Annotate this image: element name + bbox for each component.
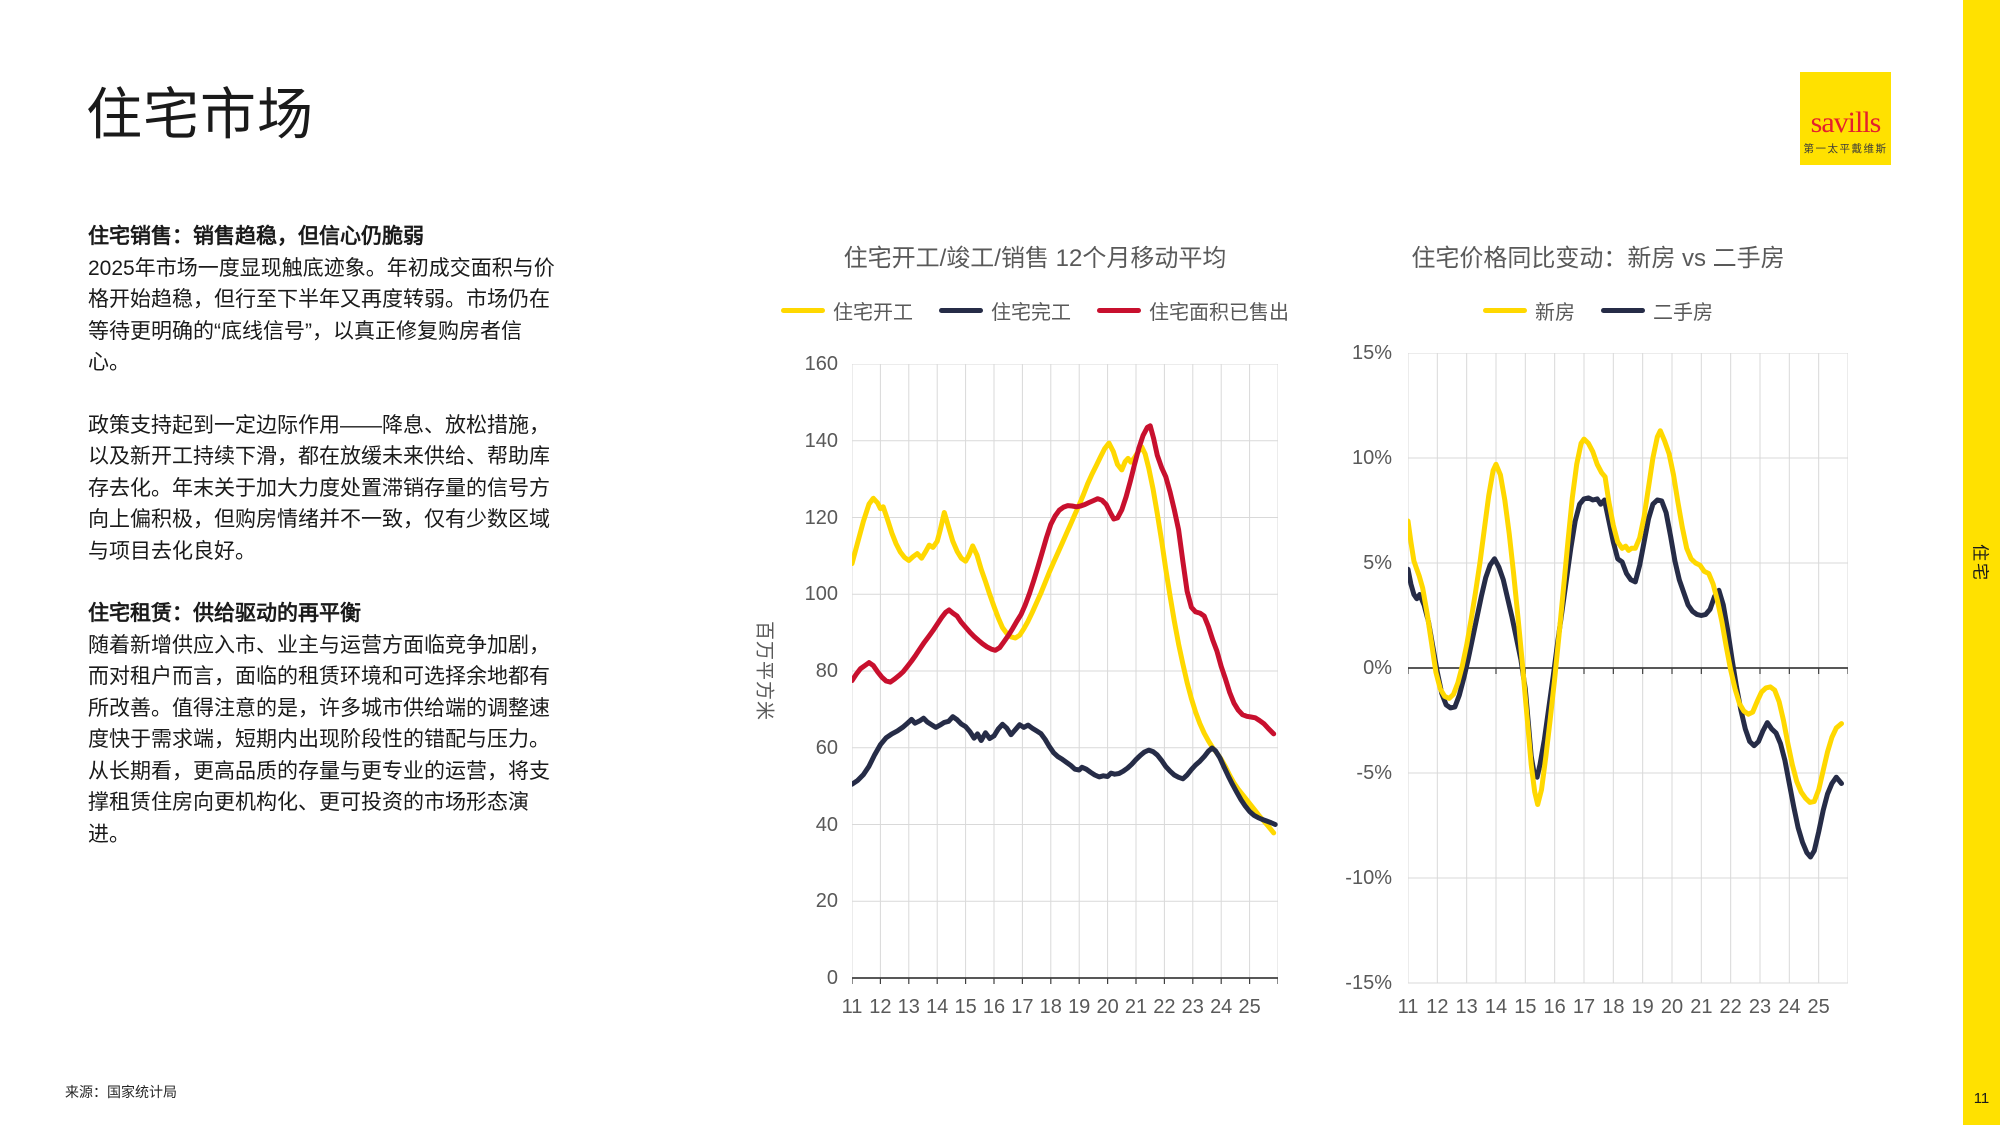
x-axis-tick-label: 18 bbox=[1039, 996, 1062, 1018]
commentary-section: 住宅销售：销售趋稳，但信心仍脆弱 2025年市场一度显现触底迹象。年初成交面积与… bbox=[88, 221, 562, 379]
side-tab-label: 住宅 bbox=[1970, 543, 1989, 582]
x-axis-tick-label: 15 bbox=[954, 996, 977, 1018]
y-axis-tick-label: 5% bbox=[1363, 552, 1392, 574]
legend-line-swatch bbox=[1097, 308, 1141, 313]
legend-label: 住宅开工 bbox=[833, 302, 913, 324]
savills-logo: savills 第一太平戴维斯 bbox=[1800, 72, 1891, 165]
commentary-section: 住宅租赁：供给驱动的再平衡 随着新增供应入市、业主与运营方面临竞争加剧，而对租户… bbox=[88, 598, 562, 850]
chart1-x-axis-ticks: 11 12 13 14 15 16 17 18 19 20 21 22 23 24 25 bbox=[842, 996, 1278, 1022]
x-axis-tick-label: 19 bbox=[1631, 996, 1654, 1018]
x-axis-tick-label: 20 bbox=[1660, 996, 1684, 1018]
x-axis-tick-label: 18 bbox=[1602, 996, 1625, 1018]
y-axis-tick-label: 15% bbox=[1351, 342, 1392, 364]
x-axis-tick-label: 15 bbox=[1514, 996, 1537, 1018]
x-axis-tick-label: 14 bbox=[1484, 996, 1508, 1018]
legend-line-swatch bbox=[1601, 308, 1645, 313]
x-axis-tick-label: 11 bbox=[1397, 996, 1419, 1018]
chart1-y-axis-ticks: 160 140 120 100 80 60 40 20 0 bbox=[750, 353, 838, 989]
section-heading: 住宅销售：销售趋稳，但信心仍脆弱 bbox=[88, 225, 424, 248]
side-accent-bar: 住宅 11 bbox=[1963, 0, 2000, 1125]
legend-item: 二手房 bbox=[1601, 296, 1713, 325]
commentary-column: 住宅销售：销售趋稳，但信心仍脆弱 2025年市场一度显现触底迹象。年初成交面积与… bbox=[88, 221, 562, 850]
chart2-legend: 新房 二手房 bbox=[1348, 296, 1848, 325]
legend-label: 住宅完工 bbox=[991, 302, 1071, 324]
y-axis-tick-label: 40 bbox=[815, 813, 838, 836]
chart1-legend: 住宅开工 住宅完工 住宅面积已售出 bbox=[780, 296, 1290, 325]
y-axis-tick-label: 140 bbox=[804, 429, 838, 452]
y-axis-tick-label: -10% bbox=[1345, 867, 1392, 889]
y-axis-tick-label: 10% bbox=[1351, 447, 1392, 469]
x-axis-tick-label: 22 bbox=[1719, 996, 1742, 1018]
series-line-新房 bbox=[1408, 428, 1844, 807]
section-heading: 住宅租赁：供给驱动的再平衡 bbox=[88, 602, 361, 625]
legend-line-swatch bbox=[1483, 308, 1527, 313]
legend-item: 住宅开工 bbox=[781, 296, 913, 325]
page-title: 住宅市场 bbox=[86, 83, 314, 146]
legend-item: 住宅完工 bbox=[939, 296, 1071, 325]
x-axis-tick-label: 20 bbox=[1096, 996, 1119, 1018]
y-axis-tick-label: 80 bbox=[815, 660, 838, 682]
y-axis-tick-label: 160 bbox=[804, 353, 838, 375]
x-axis-tick-label: 23 bbox=[1748, 996, 1772, 1018]
x-axis-tick-label: 17 bbox=[1011, 996, 1034, 1018]
x-axis-tick-label: 24 bbox=[1210, 996, 1233, 1018]
savills-logo-wordmark: savills bbox=[1810, 106, 1882, 139]
y-axis-tick-label: 0% bbox=[1363, 657, 1392, 679]
y-axis-tick-label: 60 bbox=[815, 736, 838, 759]
y-axis-tick-label: -5% bbox=[1356, 762, 1392, 784]
y-axis-tick-label: 0 bbox=[826, 967, 838, 989]
legend-label: 住宅面积已售出 bbox=[1149, 302, 1289, 324]
y-axis-tick-label: -15% bbox=[1345, 972, 1392, 994]
chart2-title: 住宅价格同比变动：新房 vs 二手房 bbox=[1411, 245, 1785, 272]
y-axis-tick-label: 20 bbox=[815, 890, 838, 913]
x-axis-tick-label: 25 bbox=[1807, 996, 1830, 1018]
x-axis-tick-label: 16 bbox=[1543, 996, 1566, 1018]
legend-line-swatch bbox=[939, 308, 983, 313]
page-number: 11 bbox=[1973, 1090, 1990, 1107]
x-axis-tick-label: 19 bbox=[1068, 996, 1091, 1018]
series-line-住宅面积已售出 bbox=[852, 423, 1277, 737]
x-axis-tick-label: 16 bbox=[982, 996, 1006, 1018]
legend-label: 新房 bbox=[1535, 302, 1575, 324]
chart2-y-axis-ticks: 15% 10% 5% 0% -5% -10% -15% bbox=[1300, 342, 1392, 994]
series-line-住宅完工 bbox=[852, 714, 1278, 827]
x-axis-tick-label: 17 bbox=[1572, 996, 1596, 1018]
legend-item: 新房 bbox=[1483, 296, 1575, 325]
source-note: 来源：国家统计局 bbox=[65, 1084, 177, 1100]
legend-line-swatch bbox=[781, 308, 825, 313]
series-line-住宅开工 bbox=[852, 440, 1277, 836]
savills-logo-chinese-name: 第一太平戴维斯 bbox=[1803, 143, 1888, 155]
x-axis-tick-label: 23 bbox=[1181, 996, 1204, 1018]
x-axis-tick-label: 12 bbox=[869, 996, 892, 1018]
y-axis-tick-label: 120 bbox=[804, 506, 838, 529]
y-axis-tick-label: 100 bbox=[804, 583, 838, 606]
section-body: 随着新增供应入市、业主与运营方面临竞争加剧，而对租户而言，面临的租赁环境和可选择… bbox=[88, 633, 550, 846]
x-axis-tick-label: 25 bbox=[1238, 996, 1261, 1018]
x-axis-tick-label: 21 bbox=[1124, 996, 1148, 1018]
legend-label: 二手房 bbox=[1653, 302, 1713, 324]
legend-item: 住宅面积已售出 bbox=[1097, 296, 1289, 325]
section-body: 2025年市场一度显现触底迹象。年初成交面积与价格开始趋稳，但行至下半年又再度转… bbox=[88, 256, 555, 375]
x-axis-tick-label: 11 bbox=[841, 996, 863, 1018]
x-axis-tick-label: 22 bbox=[1153, 996, 1176, 1018]
series-line-二手房 bbox=[1408, 495, 1844, 860]
x-axis-tick-label: 12 bbox=[1426, 996, 1449, 1018]
section-body: 政策支持起到一定边际作用——降息、放松措施，以及新开工持续下滑，都在放缓未来供给… bbox=[88, 413, 550, 563]
x-axis-tick-label: 13 bbox=[897, 996, 920, 1018]
x-axis-tick-label: 21 bbox=[1690, 996, 1713, 1018]
chart1-plot-area bbox=[852, 364, 1278, 984]
chart2-plot-area bbox=[1408, 353, 1848, 984]
chart1-title: 住宅开工/竣工/销售 12个月移动平均 bbox=[843, 245, 1227, 272]
x-axis-tick-label: 13 bbox=[1455, 996, 1478, 1018]
x-axis-tick-label: 14 bbox=[926, 996, 949, 1018]
x-axis-tick-label: 24 bbox=[1778, 996, 1801, 1018]
commentary-section: 政策支持起到一定边际作用——降息、放松措施，以及新开工持续下滑，都在放缓未来供给… bbox=[88, 410, 562, 568]
chart2-x-axis-ticks: 11 12 13 14 15 16 17 18 19 20 21 22 23 24 25 bbox=[1398, 996, 1848, 1022]
